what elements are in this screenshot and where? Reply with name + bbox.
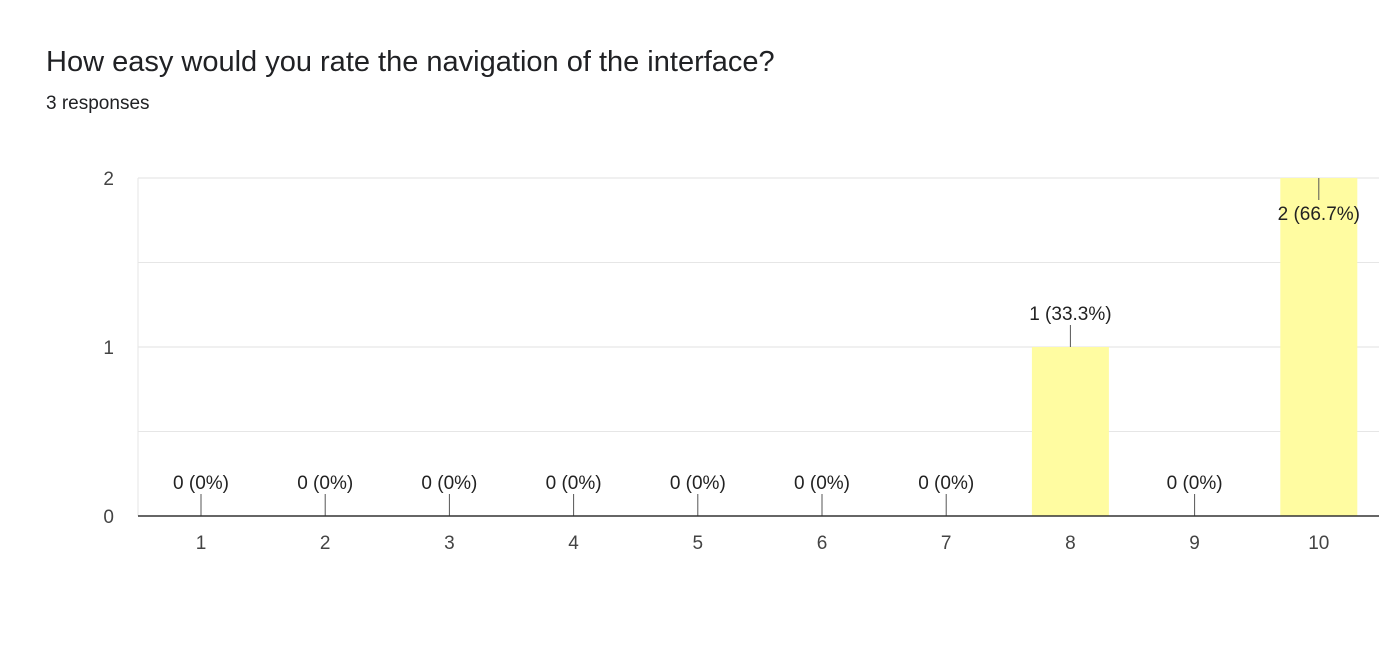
data-label: 0 (0%) bbox=[794, 473, 850, 494]
x-tick-label: 10 bbox=[1308, 533, 1329, 554]
x-tick-label: 9 bbox=[1189, 533, 1200, 554]
bar bbox=[1280, 178, 1358, 516]
x-tick-label: 6 bbox=[817, 533, 828, 554]
x-tick-label: 8 bbox=[1065, 533, 1076, 554]
x-tick-label: 5 bbox=[693, 533, 704, 554]
data-label: 0 (0%) bbox=[918, 473, 974, 494]
x-tick-label: 7 bbox=[941, 533, 952, 554]
x-tick-label: 4 bbox=[568, 533, 579, 554]
chart-title: How easy would you rate the navigation o… bbox=[46, 46, 775, 78]
data-label: 0 (0%) bbox=[421, 473, 477, 494]
data-label: 0 (0%) bbox=[297, 473, 353, 494]
y-tick-label: 0 bbox=[103, 507, 114, 528]
data-label: 2 (66.7%) bbox=[1278, 204, 1360, 225]
bar bbox=[1031, 347, 1109, 516]
data-label: 0 (0%) bbox=[546, 473, 602, 494]
response-count: 3 responses bbox=[46, 93, 150, 114]
x-tick-label: 3 bbox=[444, 533, 455, 554]
data-label: 0 (0%) bbox=[1167, 473, 1223, 494]
y-tick-label: 2 bbox=[103, 169, 114, 190]
y-tick-label: 1 bbox=[103, 338, 114, 359]
data-label: 0 (0%) bbox=[173, 473, 229, 494]
x-tick-label: 1 bbox=[196, 533, 207, 554]
data-label: 1 (33.3%) bbox=[1029, 304, 1111, 325]
x-tick-label: 2 bbox=[320, 533, 331, 554]
data-label: 0 (0%) bbox=[670, 473, 726, 494]
